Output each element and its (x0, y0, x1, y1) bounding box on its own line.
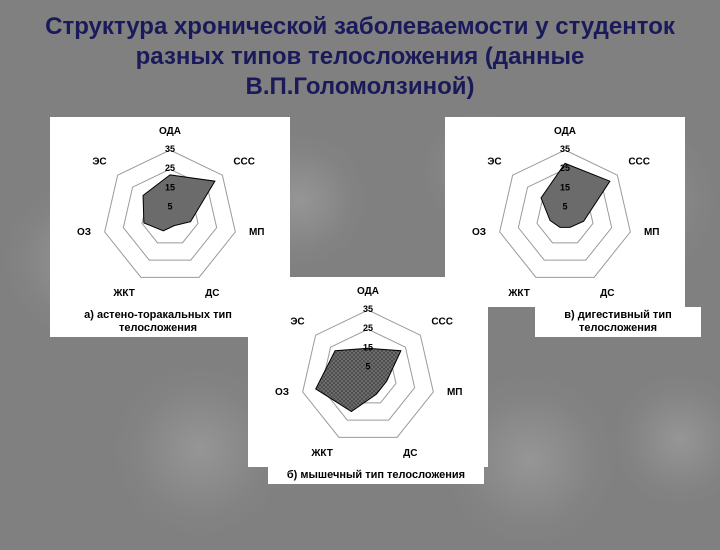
svg-text:35: 35 (560, 144, 570, 154)
svg-text:5: 5 (167, 201, 172, 211)
svg-text:МП: МП (644, 227, 660, 238)
chart-caption-a: а) астено-торакальных тип телосложения (50, 307, 266, 337)
svg-text:15: 15 (560, 182, 570, 192)
svg-text:25: 25 (363, 323, 373, 333)
svg-text:25: 25 (560, 163, 570, 173)
svg-text:5: 5 (562, 201, 567, 211)
svg-text:МП: МП (249, 227, 265, 238)
svg-text:ОЗ: ОЗ (77, 227, 91, 238)
svg-text:ССС: ССС (628, 156, 650, 167)
svg-text:ЖКТ: ЖКТ (310, 448, 333, 459)
svg-text:ОЗ: ОЗ (472, 227, 486, 238)
svg-text:ДС: ДС (403, 448, 417, 459)
svg-text:15: 15 (165, 182, 175, 192)
svg-text:35: 35 (363, 304, 373, 314)
svg-text:ОДА: ОДА (357, 286, 379, 297)
svg-text:ЖКТ: ЖКТ (507, 288, 530, 299)
charts-area: 5 15 25 35 ОДА ССС МП ДС ЖКТ ОЗ ЭС а) астено-торака… (0, 110, 720, 530)
svg-text:5: 5 (365, 361, 370, 371)
svg-text:ОЗ: ОЗ (275, 387, 289, 398)
svg-text:ДС: ДС (600, 288, 614, 299)
svg-text:ЭС: ЭС (290, 316, 304, 327)
chart-caption-b: б) мышечный тип телосложения (268, 467, 484, 484)
svg-text:15: 15 (363, 342, 373, 352)
page-title: Структура хронической заболеваемости у с… (0, 0, 720, 110)
radar-chart-v: 5 15 25 35 ОДА ССС МП ДС ЖКТ ОЗ ЭС (445, 117, 685, 307)
svg-text:ОДА: ОДА (159, 126, 181, 137)
svg-text:35: 35 (165, 144, 175, 154)
svg-text:ДС: ДС (205, 288, 219, 299)
svg-text:ССС: ССС (233, 156, 255, 167)
svg-text:ОДА: ОДА (554, 126, 576, 137)
svg-text:ЭС: ЭС (92, 156, 106, 167)
svg-text:ЭС: ЭС (487, 156, 501, 167)
svg-text:ССС: ССС (431, 316, 453, 327)
svg-text:25: 25 (165, 163, 175, 173)
chart-caption-v: в) дигестивный тип телосложения (535, 307, 701, 337)
svg-text:МП: МП (447, 387, 463, 398)
svg-text:ЖКТ: ЖКТ (112, 288, 134, 299)
